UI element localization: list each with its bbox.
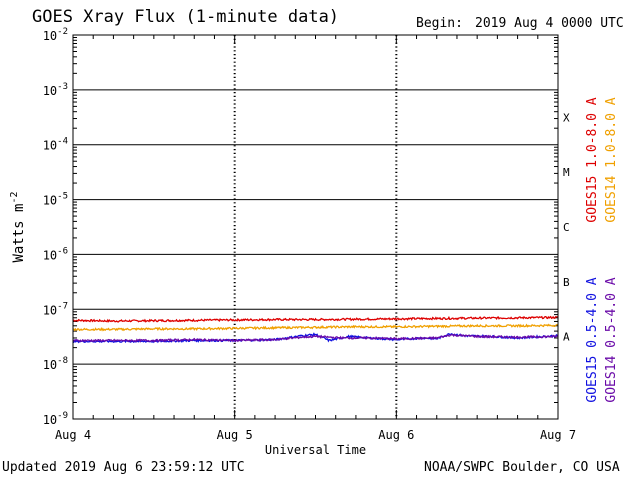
flare-class-label: A [563, 331, 570, 344]
legend-entry: GOES15 0.5-4.0 A [585, 277, 600, 402]
y-tick-label: 10-7 [43, 301, 68, 317]
y-tick-label: 10-8 [43, 356, 68, 372]
x-tick-label: Aug 5 [217, 428, 253, 442]
flare-class-label: B [563, 276, 570, 289]
series-line [72, 315, 559, 323]
y-tick-label: 10-9 [43, 411, 68, 427]
legend-entry: GOES14 0.5-4.0 A [604, 277, 619, 402]
x-tick-label: Aug 6 [378, 428, 414, 442]
chart-title: GOES Xray Flux (1-minute data) [32, 7, 340, 27]
y-tick-label: 10-6 [43, 246, 68, 262]
y-tick-label: 10-2 [43, 27, 68, 43]
y-tick-label: 10-5 [43, 192, 68, 208]
legend-entry: GOES14 1.0-8.0 A [604, 97, 619, 222]
updated-timestamp: Updated 2019 Aug 6 23:59:12 UTC [2, 460, 245, 475]
x-tick-label: Aug 7 [540, 428, 576, 442]
y-tick-label: 10-4 [43, 137, 68, 153]
series-line [72, 332, 558, 344]
plot-frame [72, 34, 559, 420]
series-line [72, 323, 559, 332]
x-tick-label: Aug 4 [55, 428, 91, 442]
y-tick-label: 10-3 [43, 82, 68, 98]
flare-class-label: X [563, 111, 570, 124]
y-axis-label: Watts m-2 [9, 191, 27, 262]
flare-class-label: C [563, 221, 570, 234]
flare-class-label: M [563, 166, 570, 179]
legend-entry: GOES15 1.0-8.0 A [585, 97, 600, 222]
x-axis-label: Universal Time [265, 443, 366, 457]
series-line [72, 333, 559, 344]
begin-value: 2019 Aug 4 0000 UTC [475, 16, 624, 31]
credit-text: NOAA/SWPC Boulder, CO USA [424, 460, 620, 475]
begin-label: Begin: [416, 16, 463, 31]
